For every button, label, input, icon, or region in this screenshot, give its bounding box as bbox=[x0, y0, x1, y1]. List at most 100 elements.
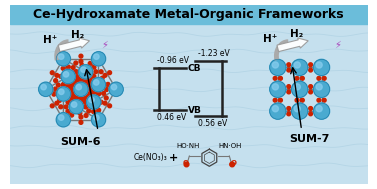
Circle shape bbox=[81, 88, 86, 92]
Circle shape bbox=[313, 59, 329, 75]
Text: SUM-6: SUM-6 bbox=[61, 137, 101, 147]
Circle shape bbox=[279, 76, 282, 80]
FancyArrow shape bbox=[58, 38, 89, 52]
Circle shape bbox=[105, 88, 109, 91]
Circle shape bbox=[291, 103, 308, 119]
Circle shape bbox=[309, 90, 313, 94]
Circle shape bbox=[91, 113, 106, 127]
Circle shape bbox=[74, 95, 78, 99]
Circle shape bbox=[100, 76, 104, 80]
Circle shape bbox=[84, 114, 88, 117]
Circle shape bbox=[38, 82, 53, 96]
Text: +: + bbox=[169, 153, 178, 163]
Circle shape bbox=[287, 68, 291, 72]
Circle shape bbox=[58, 54, 64, 59]
Circle shape bbox=[87, 96, 91, 99]
Circle shape bbox=[313, 81, 329, 97]
Circle shape bbox=[75, 79, 78, 83]
Circle shape bbox=[322, 98, 326, 102]
Circle shape bbox=[295, 76, 299, 80]
Circle shape bbox=[317, 98, 321, 102]
Circle shape bbox=[56, 52, 70, 66]
Circle shape bbox=[111, 84, 117, 90]
Text: -1.23 eV: -1.23 eV bbox=[198, 49, 230, 58]
Text: H₂: H₂ bbox=[290, 29, 303, 39]
Circle shape bbox=[70, 113, 74, 117]
Circle shape bbox=[83, 100, 86, 104]
Circle shape bbox=[71, 102, 77, 107]
Circle shape bbox=[79, 121, 83, 124]
Circle shape bbox=[273, 98, 277, 102]
Circle shape bbox=[99, 70, 103, 74]
Circle shape bbox=[76, 84, 81, 90]
Circle shape bbox=[108, 71, 112, 75]
Circle shape bbox=[66, 109, 70, 113]
Circle shape bbox=[68, 101, 72, 105]
Circle shape bbox=[270, 81, 286, 97]
Circle shape bbox=[90, 101, 94, 105]
Circle shape bbox=[84, 105, 87, 109]
Circle shape bbox=[41, 84, 46, 90]
Circle shape bbox=[56, 87, 70, 101]
Circle shape bbox=[94, 100, 98, 104]
Circle shape bbox=[90, 84, 94, 88]
Circle shape bbox=[69, 100, 83, 114]
Circle shape bbox=[55, 101, 59, 105]
Circle shape bbox=[84, 96, 87, 99]
Circle shape bbox=[92, 91, 95, 94]
Circle shape bbox=[84, 79, 88, 83]
Circle shape bbox=[300, 98, 304, 102]
Circle shape bbox=[75, 107, 79, 111]
Circle shape bbox=[287, 107, 291, 110]
Text: 0.56 eV: 0.56 eV bbox=[198, 119, 227, 128]
Bar bbox=[9, 5, 368, 24]
Circle shape bbox=[317, 76, 321, 80]
Circle shape bbox=[74, 82, 88, 96]
Circle shape bbox=[86, 71, 89, 75]
Circle shape bbox=[79, 115, 83, 119]
Circle shape bbox=[97, 92, 101, 96]
Circle shape bbox=[273, 76, 277, 80]
Circle shape bbox=[75, 83, 78, 87]
Circle shape bbox=[102, 91, 106, 95]
Circle shape bbox=[58, 98, 61, 102]
Circle shape bbox=[61, 69, 75, 84]
Circle shape bbox=[99, 100, 103, 104]
Text: Ce(NO₃)₃: Ce(NO₃)₃ bbox=[133, 153, 167, 162]
Circle shape bbox=[94, 70, 98, 74]
Circle shape bbox=[93, 54, 99, 59]
Circle shape bbox=[63, 72, 69, 77]
Circle shape bbox=[316, 84, 322, 90]
Circle shape bbox=[97, 90, 100, 94]
Circle shape bbox=[87, 109, 90, 113]
Circle shape bbox=[84, 92, 87, 96]
Circle shape bbox=[81, 67, 86, 72]
Circle shape bbox=[59, 89, 64, 94]
Circle shape bbox=[77, 87, 80, 91]
Text: HN·OH: HN·OH bbox=[219, 143, 242, 149]
Circle shape bbox=[98, 81, 101, 85]
Circle shape bbox=[88, 78, 92, 82]
Circle shape bbox=[97, 108, 101, 112]
Circle shape bbox=[309, 63, 313, 67]
Circle shape bbox=[272, 106, 279, 112]
Circle shape bbox=[184, 162, 189, 167]
Circle shape bbox=[68, 90, 72, 94]
Circle shape bbox=[92, 74, 96, 78]
Circle shape bbox=[91, 52, 106, 66]
Circle shape bbox=[79, 78, 83, 82]
Circle shape bbox=[309, 112, 313, 116]
Circle shape bbox=[287, 63, 291, 67]
Circle shape bbox=[61, 83, 65, 86]
Circle shape bbox=[92, 110, 95, 114]
Circle shape bbox=[52, 92, 56, 96]
Circle shape bbox=[66, 84, 70, 88]
Circle shape bbox=[59, 74, 63, 78]
Circle shape bbox=[89, 97, 94, 103]
Circle shape bbox=[71, 79, 75, 83]
Circle shape bbox=[97, 85, 100, 88]
Circle shape bbox=[86, 104, 89, 108]
Circle shape bbox=[61, 67, 65, 70]
Circle shape bbox=[92, 65, 96, 69]
Circle shape bbox=[316, 62, 322, 68]
